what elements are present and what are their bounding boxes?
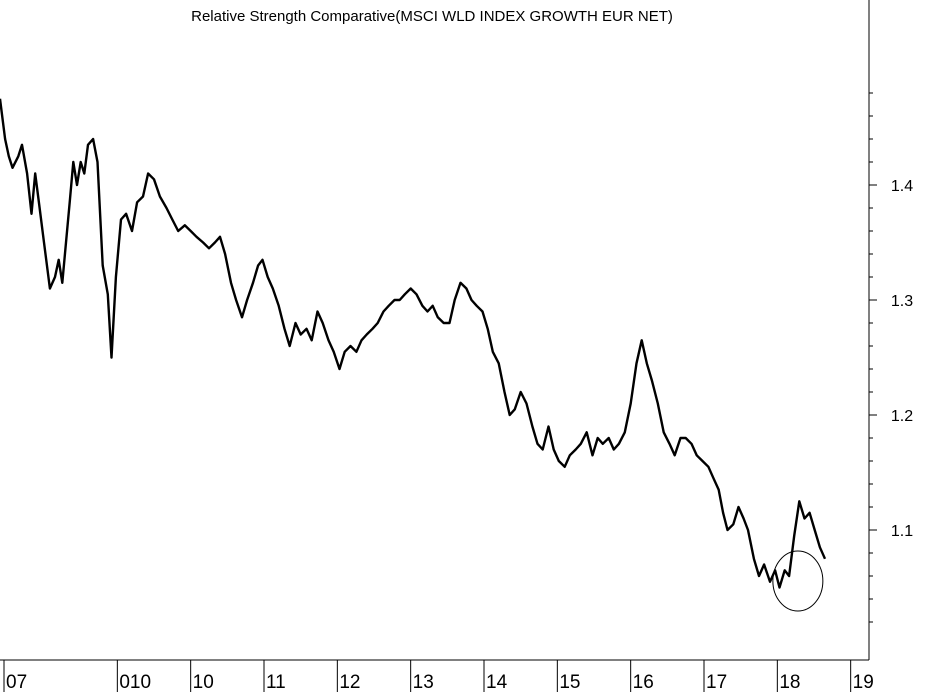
x-tick-label: 12: [339, 672, 360, 692]
x-tick-label: 19: [853, 672, 874, 692]
y-axis-ticks: 1.1 1.2 1.3 1.4: [869, 92, 913, 623]
chart-title: Relative Strength Comparative(MSCI WLD I…: [191, 8, 673, 25]
x-tick-label: 16: [633, 672, 654, 692]
x-tick-label: 13: [413, 672, 434, 692]
x-tick-label: 11: [266, 672, 286, 692]
y-tick-label: 1.4: [891, 178, 913, 195]
x-tick-label: 07: [6, 672, 27, 692]
x-tick-label: 15: [559, 672, 580, 692]
y-tick-label: 1.3: [891, 293, 913, 310]
x-tick-label: 010: [119, 672, 151, 692]
highlight-circle: [772, 550, 824, 612]
y-tick-label: 1.1: [891, 523, 913, 540]
x-tick-label: 14: [486, 672, 508, 692]
x-tick-label: 18: [779, 672, 800, 692]
series-line: [0, 98, 827, 589]
series-layer: [0, 98, 827, 589]
y-tick-label: 1.2: [891, 408, 913, 425]
x-axis-ticks: 07 010 10 11 12 13 14 15 16 17 18 19: [3, 660, 874, 692]
x-tick-label: 10: [193, 672, 214, 692]
x-tick-label: 17: [706, 672, 727, 692]
annotation-layer: [772, 550, 824, 612]
